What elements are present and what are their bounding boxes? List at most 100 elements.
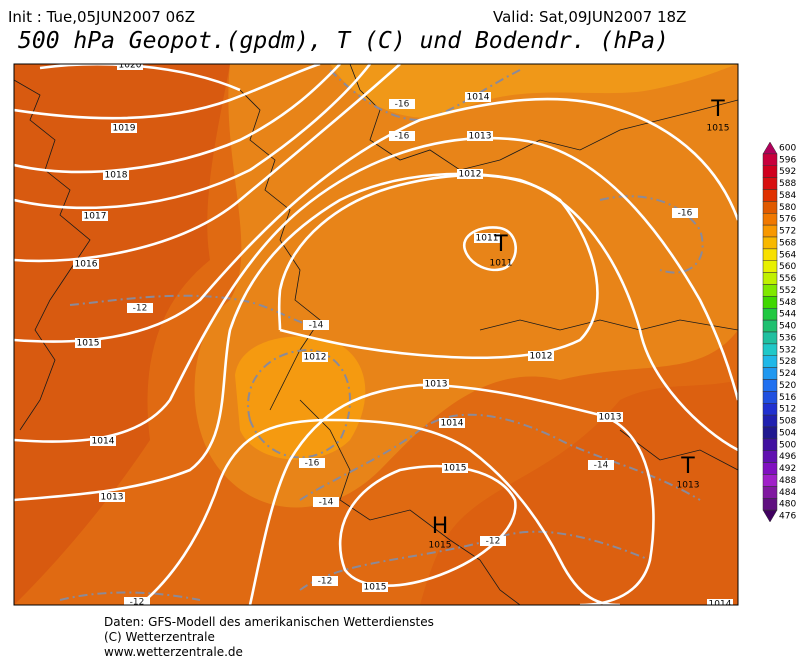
- isobar-label-bg: [474, 233, 500, 243]
- isobar-label-bg: [82, 211, 108, 221]
- pressure-center-letter: H: [432, 514, 449, 539]
- colorbar-swatch: [762, 189, 778, 202]
- colorbar-swatch: [762, 248, 778, 261]
- valid-time: Valid: Sat,09JUN2007 18Z: [493, 8, 686, 26]
- isobar-label: 1013: [599, 413, 622, 423]
- colorbar-label: 556: [779, 274, 796, 284]
- pressure-center-letter: T: [710, 97, 725, 122]
- colorbar-swatch: [762, 224, 778, 238]
- temperature-label: -12: [318, 577, 333, 587]
- colorbar-label: 524: [779, 369, 796, 379]
- colorbar-label: 600: [779, 143, 796, 153]
- colorbar-label: 544: [779, 310, 796, 320]
- colorbar-swatch: [762, 236, 778, 250]
- colorbar-swatch: [762, 498, 778, 511]
- temperature-label-bg: [480, 536, 506, 546]
- colorbar-swatch: [762, 272, 778, 285]
- isobar-label: 1013: [425, 380, 448, 390]
- temperature-label: -12: [486, 537, 501, 547]
- temperature-label-bg: [389, 99, 415, 109]
- colorbar-label: 572: [779, 227, 796, 237]
- colorbar-label: 584: [779, 191, 796, 201]
- colorbar-label: 592: [779, 167, 796, 177]
- temperature-label: -12: [133, 304, 148, 314]
- colorbar-label: 500: [779, 440, 796, 450]
- colorbar-swatch: [762, 509, 778, 523]
- temperature-label: -14: [309, 321, 324, 331]
- temperature-label-bg: [299, 458, 325, 468]
- isobar-label: 1012: [304, 353, 327, 363]
- isobar-label: 1013: [469, 132, 492, 142]
- temperature-label-bg: [124, 597, 150, 605]
- isobar-label: 1014: [441, 419, 464, 429]
- colorbar-swatch: [762, 403, 778, 416]
- isobar-label-bg: [90, 436, 116, 446]
- isobar-label: 1019: [113, 124, 136, 134]
- isobar-label-bg: [75, 338, 101, 348]
- colorbar-swatch: [762, 367, 778, 380]
- isobar-label: 1016: [75, 260, 98, 270]
- temperature-label: -16: [395, 100, 410, 110]
- colorbar-swatch: [762, 450, 778, 463]
- colorbar-label: 548: [779, 298, 796, 308]
- isobar-label: 1012: [530, 352, 553, 362]
- isobar-label-bg: [528, 351, 554, 361]
- colorbar-label: 564: [779, 250, 796, 260]
- isobar-label: 1015: [77, 339, 100, 349]
- isobar-label-bg: [457, 169, 483, 179]
- colorbar-swatch: [762, 296, 778, 309]
- colorbar-label: 596: [779, 155, 796, 165]
- colorbar-label: 504: [779, 428, 796, 438]
- map: 1020 1019 1018 1017 1016 1015 1014 1013 1014 1013…: [14, 64, 738, 610]
- pressure-center-letter: T: [680, 454, 695, 479]
- colorbar-label: 536: [779, 333, 796, 343]
- isobars: [14, 64, 738, 605]
- isobar-label: 1011: [476, 234, 499, 244]
- colorbar-label: 528: [779, 357, 796, 367]
- init-time: Init : Tue,05JUN2007 06Z: [8, 8, 195, 26]
- colorbar-swatch: [762, 319, 778, 333]
- colorbar-swatch: [762, 438, 778, 451]
- temperature-label-bg: [672, 208, 698, 218]
- temperature-label-bg: [389, 131, 415, 141]
- colorbar-swatch: [762, 213, 778, 226]
- isobar-label-bg: [423, 379, 449, 389]
- colorbar-label: 520: [779, 381, 796, 391]
- colorbar-label: 588: [779, 179, 796, 189]
- footer-url: www.wetterzentrale.de: [104, 645, 243, 659]
- pressure-center-value: 1013: [677, 481, 700, 491]
- colorbar-label: 496: [779, 452, 796, 462]
- pressure-center-value: 1011: [490, 259, 513, 269]
- colorbar-label: 576: [779, 215, 796, 225]
- footer-copyright: (C) Wetterzentrale: [104, 630, 215, 644]
- colorbar-label: 512: [779, 405, 796, 415]
- isobar-label-bg: [439, 418, 465, 428]
- isobar-label: 1015: [364, 583, 387, 593]
- colorbar-swatch: [762, 284, 778, 297]
- colorbar-swatch: [762, 177, 778, 190]
- colorbar-swatch: [762, 355, 778, 368]
- pressure-center-value: 1015: [707, 124, 730, 134]
- colorbar-swatch: [762, 486, 778, 499]
- isobar-label: 1014: [709, 600, 732, 610]
- temperature-label: -16: [678, 209, 693, 219]
- temperature-label-bg: [127, 303, 153, 313]
- isobar-label-bg: [111, 123, 137, 133]
- isobar-label: 1012: [459, 170, 482, 180]
- isobar-label: 1015: [444, 464, 467, 474]
- map-title: 500 hPa Geopot.(gpdm), T (C) und Bodendr…: [18, 28, 669, 54]
- isobar-label-bg: [73, 259, 99, 269]
- isobar-label: 1014: [92, 437, 115, 447]
- colorbar-swatch: [762, 379, 778, 392]
- temperature-label: -16: [305, 459, 320, 469]
- colorbar-label: 508: [779, 417, 796, 427]
- isobar-label: 1014: [467, 93, 490, 103]
- colorbar-swatch: [762, 391, 778, 404]
- colorbar-label: 560: [779, 262, 796, 272]
- temperature-label-bg: [312, 576, 338, 586]
- isobar-label-bg: [707, 599, 733, 605]
- colorbar-swatch: [762, 462, 778, 475]
- colorbar-label: 484: [779, 488, 796, 498]
